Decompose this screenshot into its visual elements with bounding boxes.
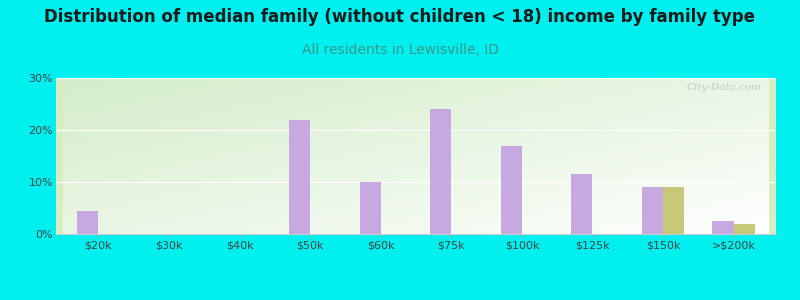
Text: City-Data.com: City-Data.com (687, 83, 762, 92)
Bar (359, 182, 381, 234)
Text: All residents in Lewisville, ID: All residents in Lewisville, ID (302, 44, 498, 58)
Bar (571, 174, 593, 234)
Bar (713, 221, 734, 234)
Bar (663, 187, 684, 234)
Bar (642, 187, 663, 234)
Bar (430, 109, 451, 234)
Bar (289, 120, 310, 234)
Bar (501, 146, 522, 234)
Bar (77, 211, 98, 234)
Bar (734, 224, 755, 234)
Text: Distribution of median family (without children < 18) income by family type: Distribution of median family (without c… (45, 8, 755, 26)
